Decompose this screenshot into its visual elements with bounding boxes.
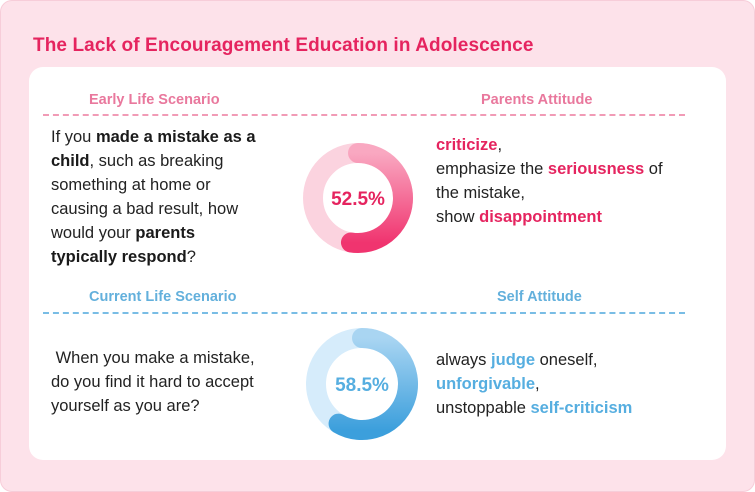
current-percent-label: 58.5%	[335, 375, 389, 396]
early-donut-chart: 52.5%	[303, 143, 413, 253]
early-donut-arc	[340, 143, 413, 253]
current-life-header: Current Life Scenario	[89, 289, 237, 305]
early-life-header: Early Life Scenario	[89, 92, 220, 108]
page-title: The Lack of Encouragement Education in A…	[33, 35, 534, 56]
current-question: When you make a mistake, do you find it …	[51, 349, 255, 415]
content-card: Early Life Scenario Parents Attitude If …	[29, 67, 726, 460]
current-divider	[43, 312, 685, 314]
early-question: If you made a mistake as a child, such a…	[51, 128, 256, 266]
self-attitude-answer: always judge oneself, unforgivable, unst…	[436, 351, 633, 417]
parents-attitude-answer: criticize, emphasize the seriousness of …	[436, 136, 663, 226]
current-donut-arc	[328, 328, 418, 440]
self-attitude-header: Self Attitude	[497, 289, 582, 305]
current-donut-chart: 58.5%	[306, 328, 418, 440]
early-percent-label: 52.5%	[331, 189, 385, 210]
early-divider	[43, 114, 685, 116]
parents-attitude-header: Parents Attitude	[481, 92, 593, 108]
